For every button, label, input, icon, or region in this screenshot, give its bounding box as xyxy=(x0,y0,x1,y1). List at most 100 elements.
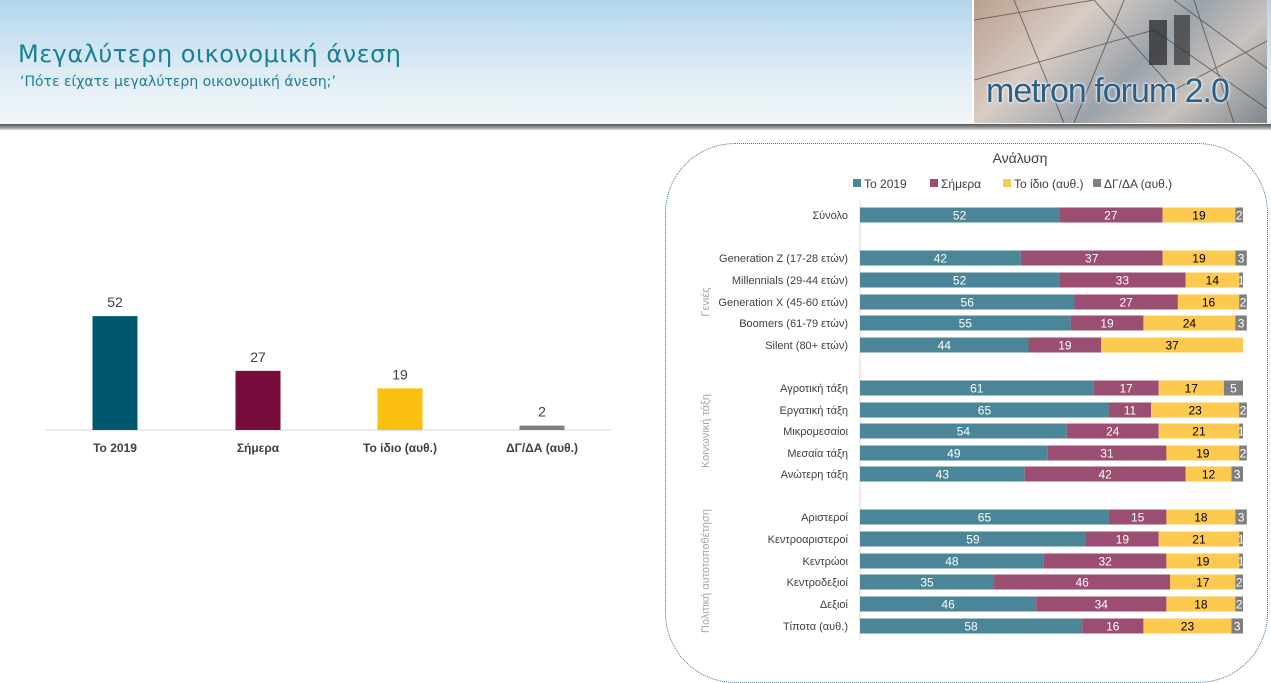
segment-label: 56 xyxy=(961,296,975,310)
legend-swatch xyxy=(853,179,861,187)
row-label: Κεντροαριστεροί xyxy=(768,534,849,546)
bar xyxy=(519,425,565,430)
group-label: Πολιτική αυτοτοποθέτηση xyxy=(700,509,712,633)
bar-segment xyxy=(1235,315,1247,331)
row-label: Αγροτική τάξη xyxy=(780,383,848,395)
segment-label: 54 xyxy=(957,425,971,439)
bar-segment xyxy=(1151,402,1240,418)
bar-segment xyxy=(860,272,1060,288)
row-label: Ανώτερη τάξη xyxy=(781,469,848,481)
bar-segment xyxy=(1166,553,1240,569)
segment-label: 34 xyxy=(1095,598,1109,612)
bar-segment xyxy=(1101,337,1243,353)
row-label: Millennials (29-44 ετών) xyxy=(732,275,848,287)
category-label: Το 2019 xyxy=(93,441,137,455)
data-label: 27 xyxy=(250,349,266,365)
bar-segment xyxy=(1239,423,1243,439)
segment-label: 42 xyxy=(934,252,948,266)
bar-segment xyxy=(860,315,1071,331)
logo-pattern xyxy=(974,0,1267,123)
row-label: Μικρομεσαίοι xyxy=(783,426,848,438)
segment-label: 18 xyxy=(1194,598,1208,612)
bar-segment xyxy=(1185,466,1232,482)
page-title: Μεγαλύτερη οικονομική άνεση xyxy=(18,40,402,68)
bar-segment xyxy=(860,402,1109,418)
bar-segment xyxy=(1162,250,1236,266)
segment-label: 46 xyxy=(941,598,955,612)
row-label: Δεξιοί xyxy=(820,599,849,611)
row-label: Σύνολο xyxy=(812,210,848,222)
segment-label: 37 xyxy=(1085,252,1099,266)
bar-segment xyxy=(1143,315,1236,331)
bar-segment xyxy=(1162,207,1236,223)
bar-segment xyxy=(1235,596,1243,612)
legend-label: ΔΓ/ΔΑ (αυθ.) xyxy=(1104,177,1172,191)
bar-segment xyxy=(860,509,1109,525)
bar-segment xyxy=(860,531,1086,547)
segment-label: 24 xyxy=(1106,425,1120,439)
bar-segment xyxy=(1166,596,1236,612)
row-label: Κεντροδεξιοί xyxy=(787,577,849,589)
category-label: Το ίδιο (αυθ.) xyxy=(363,441,437,455)
bar-segment xyxy=(860,574,995,590)
bar-segment xyxy=(1177,294,1240,310)
segment-label: 3 xyxy=(1238,317,1245,331)
chart-title: Ανάλυση xyxy=(993,150,1048,166)
segment-label: 23 xyxy=(1188,404,1202,418)
bar-segment xyxy=(1036,596,1167,612)
row-label: Τίποτα (αυθ.) xyxy=(783,621,848,633)
legend-label: Σήμερα xyxy=(941,177,981,191)
bar-segment xyxy=(1239,531,1243,547)
bar-segment xyxy=(1166,445,1240,461)
bar xyxy=(235,370,281,430)
bar-segment xyxy=(1158,531,1240,547)
bar-segment xyxy=(1235,509,1247,525)
bar-segment xyxy=(1235,250,1247,266)
segment-label: 27 xyxy=(1104,209,1118,223)
bar-segment xyxy=(860,618,1083,634)
row-label: Generation X (45-60 ετών) xyxy=(718,297,848,309)
bar-segment xyxy=(1239,553,1243,569)
bar-segment xyxy=(1108,509,1167,525)
segment-label: 3 xyxy=(1238,252,1245,266)
bar-segment xyxy=(1085,531,1159,547)
legend-label: Το 2019 xyxy=(864,177,907,191)
segment-label: 32 xyxy=(1098,555,1112,569)
segment-label: 27 xyxy=(1120,296,1134,310)
data-label: 52 xyxy=(107,294,123,310)
bar-segment xyxy=(1239,445,1247,461)
bar-segment xyxy=(860,596,1037,612)
segment-label: 52 xyxy=(953,209,967,223)
segment-label: 2 xyxy=(1236,598,1243,612)
segment-label: 19 xyxy=(1192,209,1206,223)
segment-label: 21 xyxy=(1192,533,1206,547)
segment-label: 19 xyxy=(1100,317,1114,331)
segment-label: 11 xyxy=(1124,404,1137,418)
segment-label: 19 xyxy=(1196,555,1210,569)
legend-swatch xyxy=(930,179,938,187)
segment-label: 2 xyxy=(1236,209,1243,223)
bar-segment xyxy=(1143,618,1232,634)
bar-segment xyxy=(1170,574,1236,590)
bar-segment xyxy=(1231,466,1243,482)
segment-label: 37 xyxy=(1165,339,1179,353)
group-label: Γενιές xyxy=(700,287,712,316)
segment-label: 3 xyxy=(1238,511,1245,525)
segment-label: 46 xyxy=(1075,576,1089,590)
bar-segment xyxy=(1239,402,1247,418)
segment-label: 18 xyxy=(1194,511,1208,525)
segment-label: 23 xyxy=(1181,620,1195,634)
segment-label: 61 xyxy=(970,382,984,396)
bar-segment xyxy=(1047,445,1167,461)
segment-label: 55 xyxy=(959,317,973,331)
segment-label: 19 xyxy=(1196,447,1210,461)
bar-segment xyxy=(1093,380,1159,396)
data-label: 2 xyxy=(538,404,546,420)
overall-bar-chart: 52 Το 2019 27 Σήμερα 19 Το ίδιο (αυθ.) 2 ΔΓ/ΔΑ … xyxy=(45,294,612,455)
segment-label: 24 xyxy=(1183,317,1197,331)
category-label: Σήμερα xyxy=(237,441,280,455)
legend-swatch xyxy=(1093,179,1101,187)
bar-segment xyxy=(994,574,1171,590)
segment-label: 35 xyxy=(920,576,934,590)
bar-segment xyxy=(1028,337,1102,353)
